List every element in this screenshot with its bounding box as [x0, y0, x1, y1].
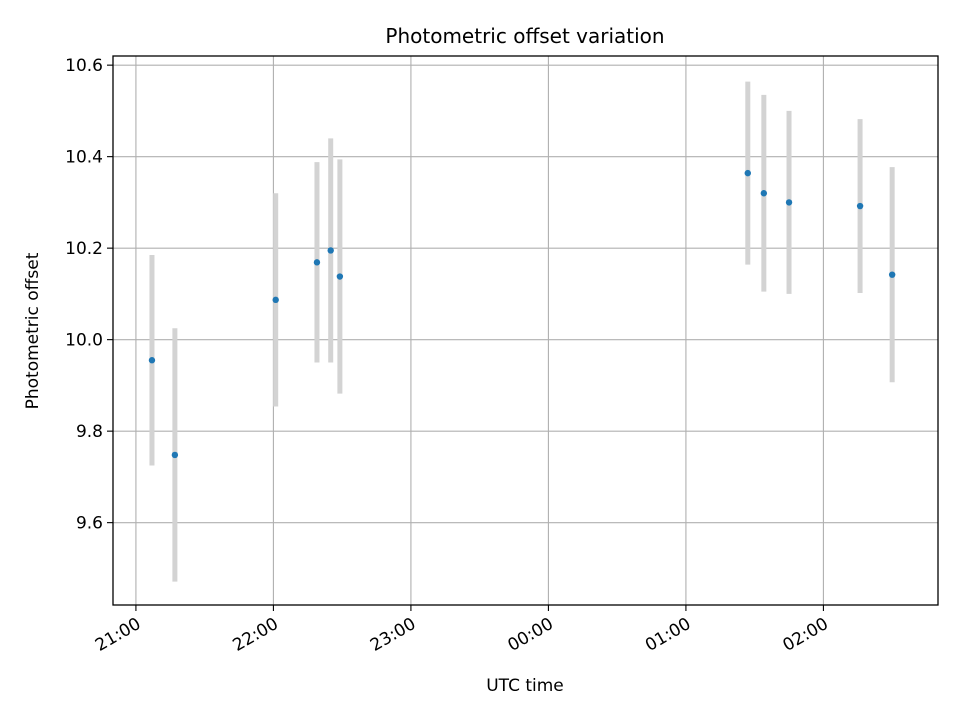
data-point — [313, 259, 321, 266]
data-point — [888, 271, 896, 278]
y-tick-label: 9.6 — [76, 514, 103, 534]
data-point — [327, 247, 334, 254]
y-axis: 9.6 9.8 10.0 10.2 10.4 10.6 — [65, 56, 113, 534]
data-point — [336, 273, 344, 280]
x-axis-label: UTC time — [486, 676, 564, 696]
y-tick-label: 10.6 — [65, 56, 103, 76]
data-point — [744, 169, 751, 177]
y-tick-label: 10.4 — [65, 148, 103, 168]
data-point — [856, 202, 864, 210]
data-point — [171, 451, 179, 459]
y-tick-label: 9.8 — [76, 422, 103, 442]
chart-title: Photometric offset variation — [385, 24, 664, 48]
plot-frame — [112, 55, 939, 606]
data-point — [148, 357, 156, 364]
y-tick-label: 10.2 — [65, 239, 103, 259]
data-point — [272, 296, 279, 304]
grid — [113, 56, 938, 605]
data-point — [785, 199, 793, 206]
y-axis-label: Photometric offset — [23, 252, 43, 409]
data-point — [760, 190, 768, 197]
y-tick-label: 10.0 — [65, 331, 103, 351]
data-points — [148, 169, 896, 459]
